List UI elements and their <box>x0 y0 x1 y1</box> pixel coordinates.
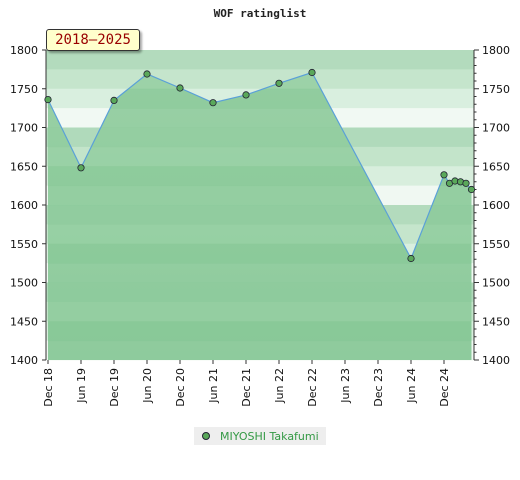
data-point <box>407 254 415 263</box>
x-tick-label: Dec 18 <box>42 368 55 407</box>
data-point <box>44 96 52 104</box>
x-tick-label: Jun 19 <box>75 368 88 404</box>
y-tick-label-left: 1700 <box>10 122 38 135</box>
y-tick-label-right: 1700 <box>482 122 510 135</box>
data-point <box>462 179 470 187</box>
y-tick-label-right: 1400 <box>482 354 510 367</box>
area-stripe <box>48 340 472 360</box>
y-tick-label-left: 1800 <box>10 44 38 57</box>
y-tick-label-left: 1650 <box>10 160 38 173</box>
x-tick-label: Dec 24 <box>438 368 451 407</box>
data-point <box>440 171 448 179</box>
data-points <box>44 68 476 263</box>
y-tick-label-right: 1550 <box>482 238 510 251</box>
y-tick-label-right: 1450 <box>482 315 510 328</box>
x-tick-label: Jun 21 <box>207 368 220 404</box>
period-badge: 2018–2025 <box>46 29 140 51</box>
y-axis-right: 1400 1450 1500 1550 1600 1650 1700 1750 1800 <box>474 44 510 367</box>
y-axis-left: 1400 1450 1500 1550 1600 1650 1700 1750 1800 <box>10 44 46 367</box>
legend[interactable]: MIYOSHI Takafumi <box>194 427 326 445</box>
data-point <box>209 99 217 107</box>
y-tick-label-left: 1400 <box>10 354 38 367</box>
area-stripe <box>48 243 472 264</box>
y-tick-label-left: 1500 <box>10 277 38 290</box>
x-tick-label: Jun 23 <box>339 368 352 404</box>
background-band <box>46 50 474 70</box>
data-point <box>110 96 118 105</box>
data-point <box>143 70 151 78</box>
area-stripe <box>48 205 472 225</box>
data-point <box>308 68 316 77</box>
data-point <box>275 79 283 87</box>
x-tick-label: Jun 20 <box>141 368 154 404</box>
y-tick-label-left: 1600 <box>10 199 38 212</box>
data-point <box>77 164 85 172</box>
area-stripe <box>48 224 472 245</box>
area-stripe <box>48 185 472 206</box>
y-tick-label-right: 1800 <box>482 44 510 57</box>
legend-marker-icon <box>202 432 210 440</box>
x-axis: Dec 18 Jun 19 Dec 19 Jun 20 Dec 20 Jun 21 Dec … <box>42 360 451 407</box>
x-tick-label: Dec 19 <box>108 368 121 407</box>
area-stripe <box>48 301 472 322</box>
data-point <box>176 84 184 92</box>
y-tick-label-left: 1450 <box>10 315 38 328</box>
x-tick-label: Jun 24 <box>405 368 418 404</box>
area-stripe <box>48 282 472 303</box>
chart-title: WOF ratinglist <box>214 7 307 20</box>
x-tick-label: Dec 21 <box>240 368 253 407</box>
y-tick-label-right: 1500 <box>482 277 510 290</box>
x-tick-label: Dec 22 <box>306 368 319 407</box>
legend-label: MIYOSHI Takafumi <box>220 429 319 443</box>
x-tick-label: Dec 23 <box>372 368 385 407</box>
x-tick-label: Jun 22 <box>273 368 286 404</box>
data-point <box>467 185 476 194</box>
y-tick-label-left: 1550 <box>10 238 38 251</box>
area-stripe <box>48 263 472 283</box>
y-tick-label-right: 1650 <box>482 160 510 173</box>
background-band <box>46 69 474 90</box>
y-tick-label-left: 1750 <box>10 83 38 96</box>
y-tick-label-right: 1750 <box>482 83 510 96</box>
area-stripe <box>48 321 472 342</box>
data-point <box>242 91 250 99</box>
x-tick-label: Dec 20 <box>174 368 187 407</box>
y-tick-label-right: 1600 <box>482 199 510 212</box>
